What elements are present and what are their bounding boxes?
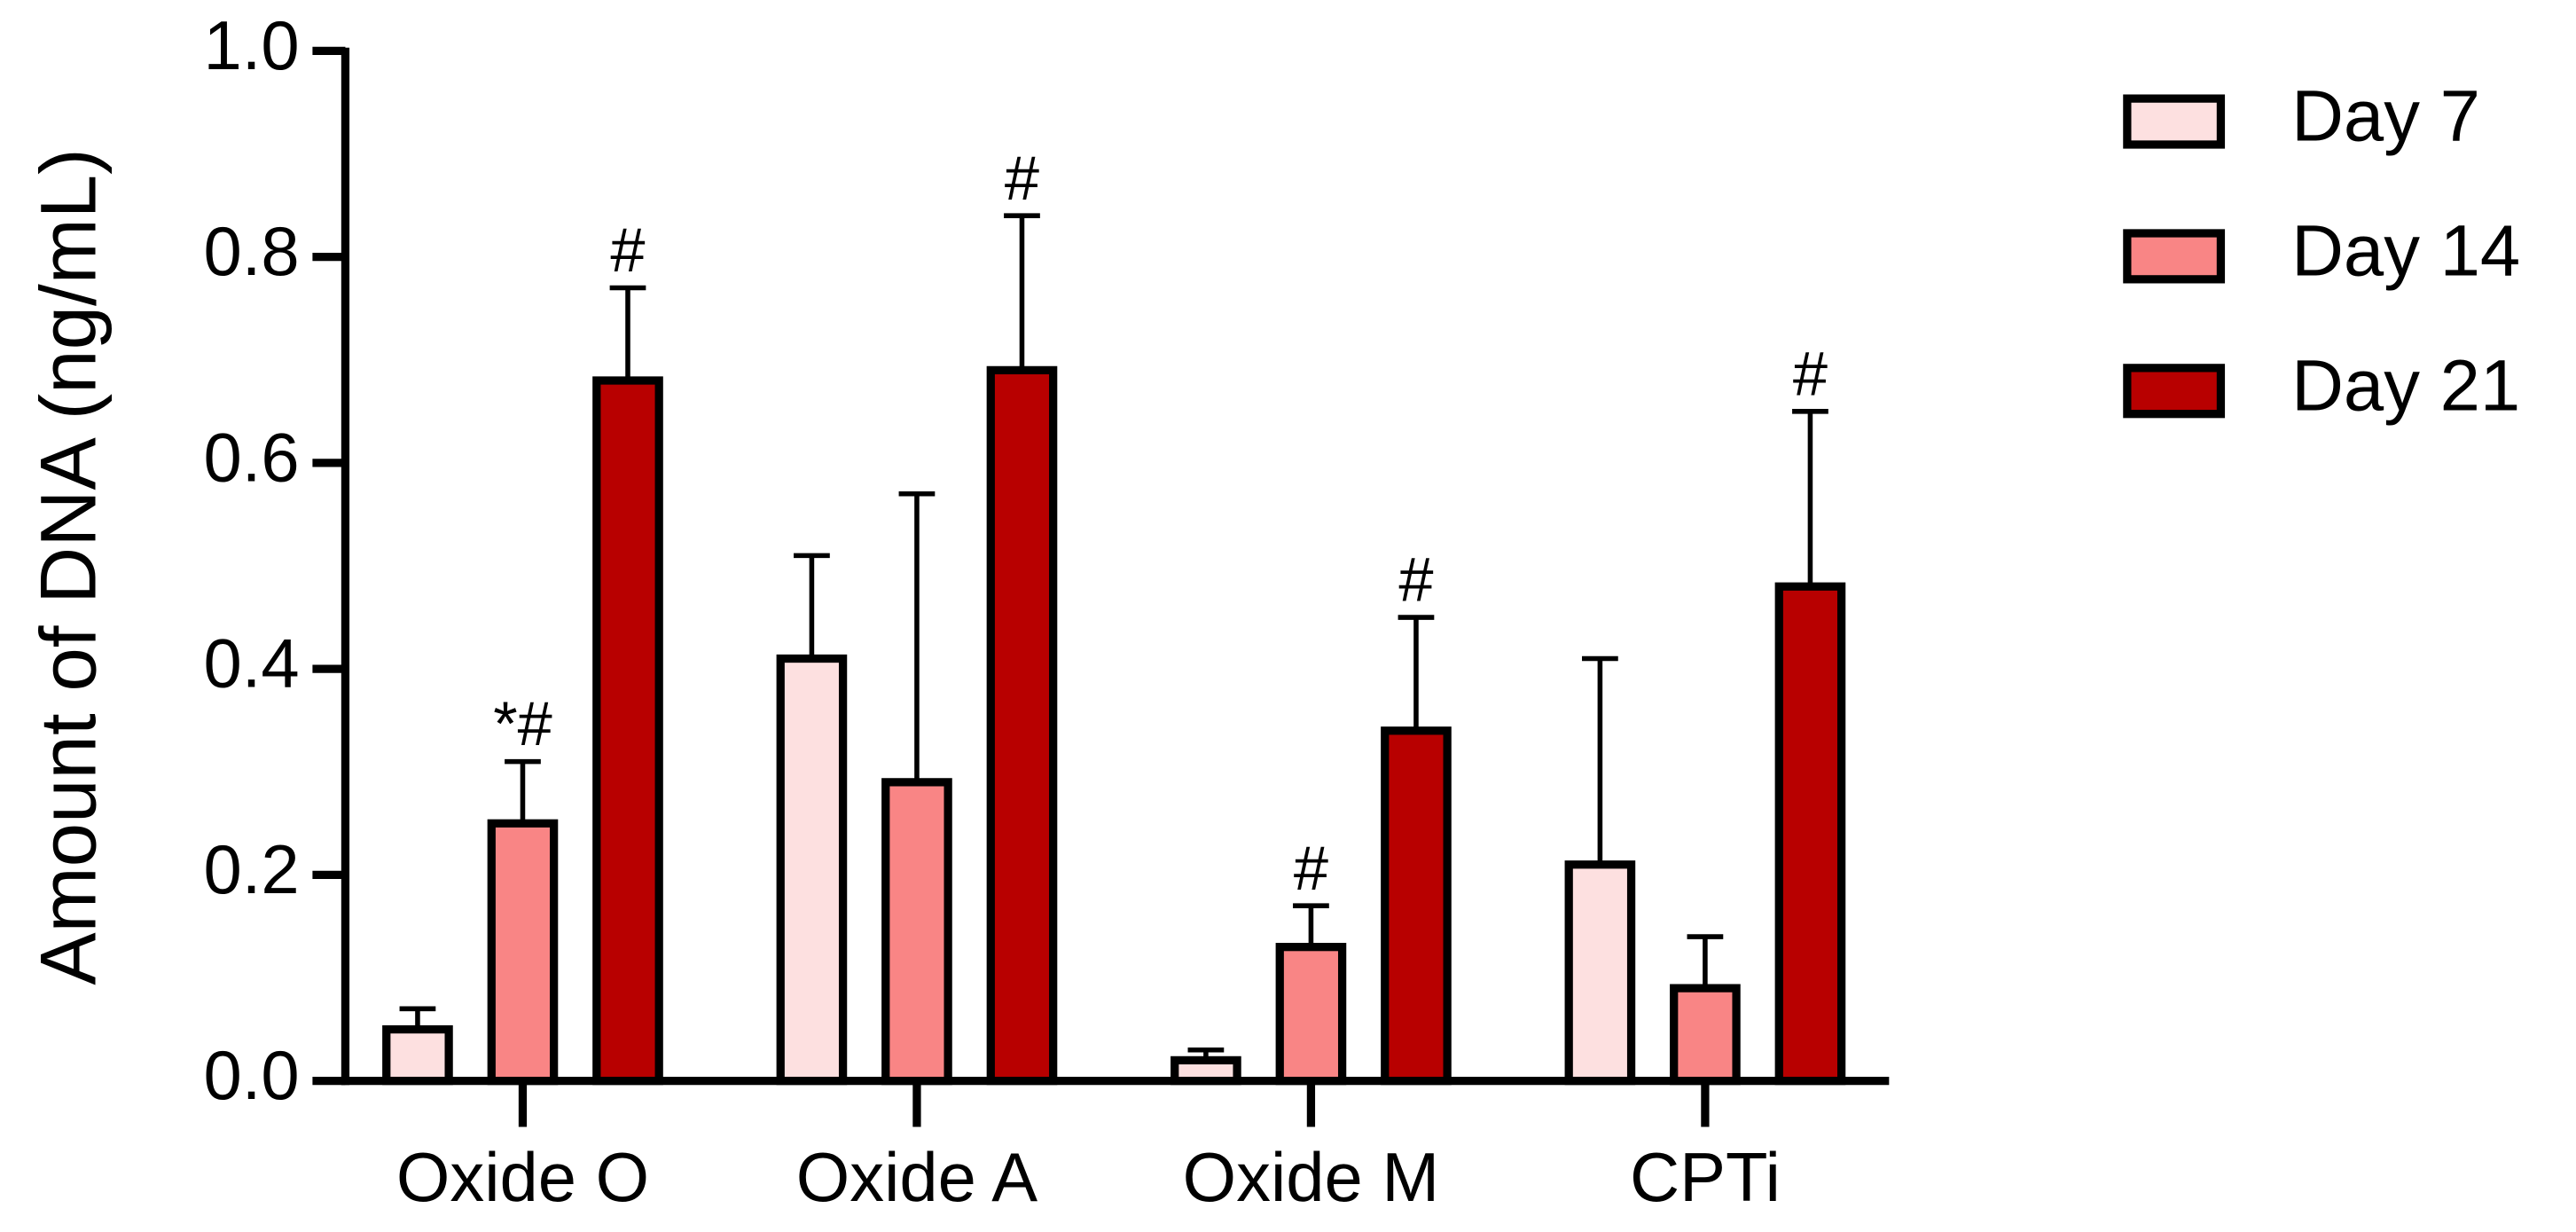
significance-label: #	[1398, 545, 1433, 615]
y-tick-label: 0.4	[203, 626, 299, 702]
legend-label: Day 7	[2291, 76, 2480, 157]
x-tick-label: CPTi	[1630, 1140, 1781, 1216]
legend-swatch	[2123, 229, 2226, 284]
legend-label: Day 21	[2291, 345, 2520, 426]
y-tick-label: 0.2	[203, 832, 299, 908]
y-tick-label: 0.6	[203, 420, 299, 496]
bar	[1564, 860, 1636, 1086]
significance-label: #	[1005, 143, 1039, 213]
x-tick-label: Oxide O	[396, 1140, 649, 1216]
y-tick-label: 0.8	[203, 214, 299, 290]
significance-label: #	[1294, 833, 1328, 903]
bar	[1381, 726, 1452, 1086]
legend-label: Day 14	[2291, 210, 2520, 291]
bar	[592, 376, 663, 1086]
bar	[986, 365, 1058, 1086]
bar	[1275, 943, 1347, 1086]
bar	[382, 1024, 453, 1086]
bar	[881, 778, 952, 1086]
significance-label: #	[1793, 338, 1828, 408]
y-tick-label: 1.0	[203, 8, 299, 84]
y-tick-label: 0.0	[203, 1038, 299, 1114]
legend-swatch	[2123, 94, 2226, 149]
y-axis-label: Amount of DNA (ng/mL)	[24, 148, 112, 985]
bar	[487, 819, 559, 1086]
significance-label: #	[610, 215, 645, 285]
x-tick-label: Oxide M	[1183, 1140, 1440, 1216]
bar	[1774, 582, 1846, 1086]
bar	[1670, 984, 1741, 1086]
legend-swatch	[2123, 364, 2226, 419]
x-tick-label: Oxide A	[796, 1140, 1037, 1216]
bar	[776, 654, 848, 1086]
significance-label: *#	[493, 688, 552, 758]
